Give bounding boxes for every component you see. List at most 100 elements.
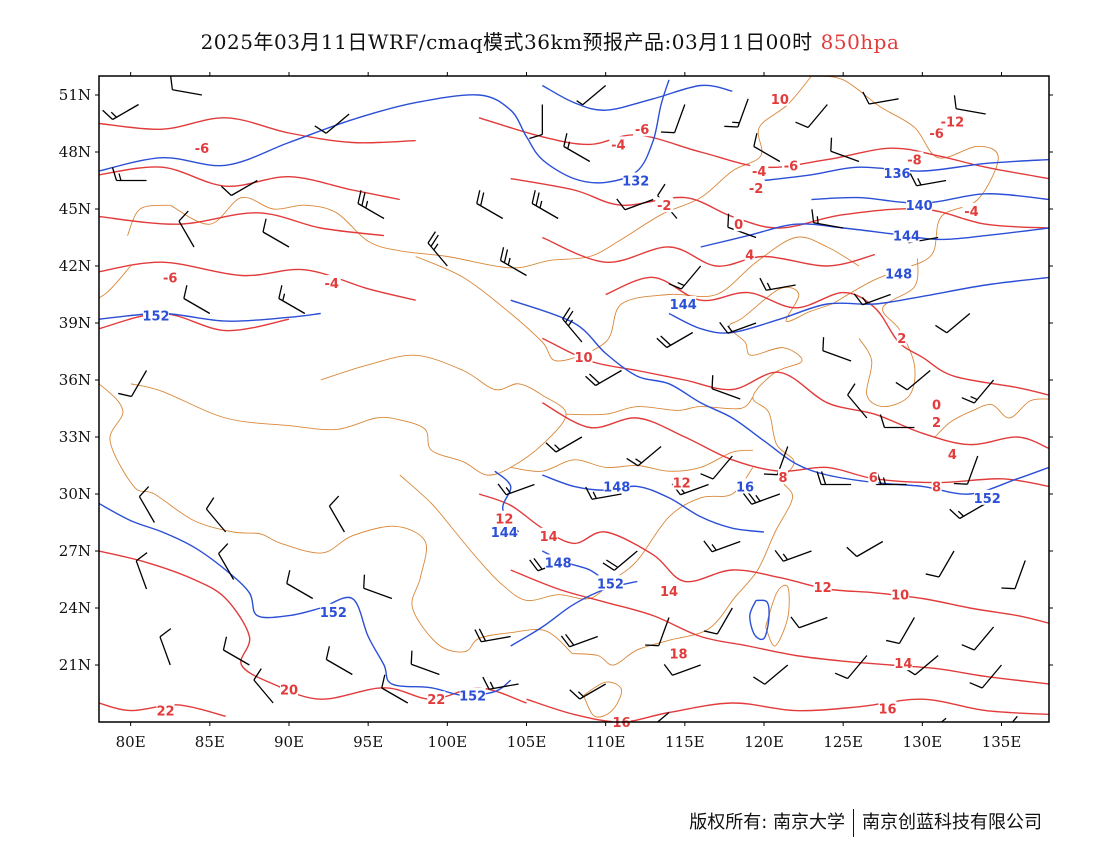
- wind-barb: [830, 137, 860, 163]
- contour-label-bg: [927, 125, 946, 140]
- temperature-label: 20: [280, 684, 298, 699]
- temperature-isoline: [99, 312, 290, 332]
- lon-tick-label: 115E: [665, 733, 705, 751]
- wind-barb: [925, 550, 955, 578]
- contour-label-bg: [974, 489, 1001, 505]
- height-isoline: [668, 276, 1049, 334]
- wind-barb: [895, 370, 931, 391]
- wind-barb: [138, 486, 155, 523]
- contour-label-bg: [143, 307, 169, 323]
- border-line: [399, 467, 754, 602]
- temperature-label: -6: [784, 159, 798, 174]
- company-text: 南京创蓝科技有限公司: [862, 812, 1042, 833]
- wind-barb: [602, 550, 638, 571]
- contour-label-bg: [962, 202, 981, 218]
- wind-barb: [135, 552, 148, 590]
- wind-barb: [811, 209, 844, 229]
- contour-label-bg: [939, 113, 966, 129]
- temperature-label: -6: [635, 123, 649, 138]
- contour-label-bg: [868, 468, 879, 484]
- height-label: 152: [597, 577, 624, 592]
- wind-barb: [474, 628, 511, 643]
- border-line: [99, 265, 573, 654]
- temperature-label: 12: [673, 477, 691, 492]
- wind-barb: [703, 540, 741, 553]
- temperature-isoline: [99, 261, 416, 301]
- contour-label-bg: [603, 478, 630, 494]
- wind-barb: [560, 633, 598, 648]
- wind-barb: [499, 247, 527, 277]
- height-label: 144: [893, 230, 920, 245]
- wind-barb: [834, 655, 868, 680]
- temperature-label: 2: [897, 332, 906, 347]
- contour-label-bg: [672, 474, 691, 490]
- wind-barb: [220, 179, 258, 197]
- chart-title: 2025年03月11日WRF/cmaq模式36km预报产品:03月11日00时 8…: [0, 26, 1100, 55]
- wind-barb: [846, 540, 884, 558]
- wind-barb: [111, 167, 147, 182]
- wind-barb: [909, 173, 947, 187]
- wind-barb: [529, 104, 543, 140]
- contour-label-bg: [894, 655, 913, 671]
- wind-barb: [178, 210, 195, 248]
- contour-label-bg: [609, 136, 628, 152]
- temperature-label: 8: [932, 480, 941, 495]
- contour-label-bg: [747, 180, 766, 196]
- temperature-label: -2: [657, 199, 671, 214]
- contour-label-bg: [660, 582, 678, 598]
- contour-label-bg: [192, 140, 211, 156]
- wind-barb: [703, 607, 733, 635]
- wind-barb: [1001, 560, 1026, 590]
- height-isoline: [99, 502, 512, 697]
- contour-label-bg: [597, 575, 624, 591]
- wind-barb: [822, 337, 852, 362]
- contour-label-bg: [655, 197, 674, 213]
- wind-barb: [183, 285, 211, 315]
- wind-barb: [159, 628, 172, 666]
- wind-barb: [286, 570, 314, 600]
- wind-barb: [476, 190, 504, 220]
- lon-tick-label: 110E: [586, 733, 626, 751]
- temperature-label: 10: [771, 93, 789, 108]
- height-label: 152: [320, 606, 347, 621]
- temperature-label: 10: [574, 351, 592, 366]
- wind-barb: [961, 379, 995, 404]
- temperature-label: -2: [749, 182, 763, 197]
- wind-barb: [663, 664, 701, 676]
- contour-label-bg: [733, 216, 744, 232]
- height-label: 16: [736, 480, 754, 495]
- temperature-label: -8: [907, 154, 921, 169]
- lat-tick-label: 27N: [59, 542, 91, 560]
- wind-barb: [497, 483, 535, 496]
- temperature-isoline: [510, 569, 1049, 685]
- temperature-label: -6: [929, 127, 943, 142]
- wind-barb: [727, 213, 757, 239]
- wind-barb: [118, 370, 148, 398]
- temperature-label: -4: [964, 205, 978, 220]
- height-isoline: [542, 474, 765, 533]
- lon-tick-label: 90E: [274, 733, 304, 751]
- contour-label-bg: [878, 700, 897, 716]
- contour-label-bg: [491, 524, 518, 539]
- height-label: 144: [670, 298, 697, 313]
- wind-barb: [724, 98, 749, 128]
- contour-label-bg: [947, 446, 958, 462]
- border-line: [572, 286, 833, 666]
- height-label: 140: [906, 199, 933, 214]
- temperature-label: 2: [932, 416, 941, 431]
- wind-barb: [218, 543, 235, 580]
- wind-barb: [847, 383, 868, 419]
- wind-barb: [719, 322, 757, 334]
- contour-label-bg: [633, 121, 652, 137]
- temperature-label: -6: [195, 142, 209, 157]
- lon-tick-label: 105E: [507, 733, 547, 751]
- height-label: 132: [622, 175, 649, 190]
- wind-barb: [753, 133, 781, 163]
- wind-barb: [170, 76, 203, 96]
- contour-label-bg: [670, 296, 697, 311]
- wind-barb: [482, 676, 519, 690]
- height-label: 148: [603, 480, 630, 495]
- lon-tick-label: 120E: [744, 733, 784, 751]
- temperature-label: 10: [891, 589, 909, 604]
- footer-separator: [853, 809, 854, 837]
